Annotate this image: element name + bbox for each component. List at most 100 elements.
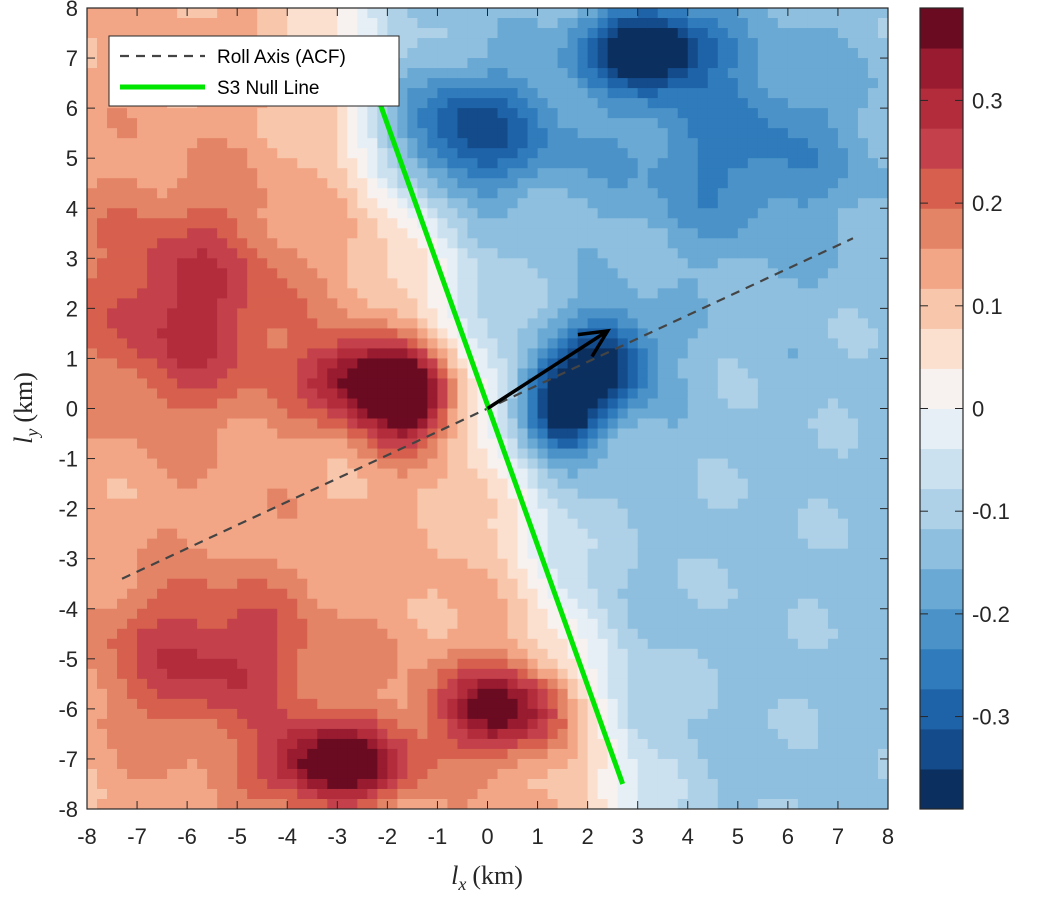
heat-cell (137, 188, 148, 199)
heat-cell (507, 368, 519, 380)
heat-cell (427, 408, 439, 420)
heat-cell (417, 48, 429, 59)
heat-cell (497, 8, 509, 19)
heat-cell (177, 418, 188, 430)
heat-cell (287, 618, 298, 630)
heat-cell (137, 358, 148, 370)
heat-cell (187, 608, 198, 620)
heat-cell (497, 458, 509, 470)
heat-cell (447, 8, 459, 19)
heat-cell (697, 168, 709, 179)
heat-cell (357, 278, 368, 289)
heat-cell (627, 208, 639, 219)
heat-cell (607, 428, 619, 440)
heat-cell (367, 128, 378, 139)
heat-cell (567, 788, 579, 800)
heat-cell (677, 478, 689, 490)
heat-cell (397, 618, 408, 630)
heat-cell (467, 28, 479, 39)
heat-cell (147, 258, 158, 269)
heat-cell (687, 58, 699, 69)
heat-cell (567, 518, 579, 530)
heat-cell (87, 548, 98, 560)
heat-cell (487, 558, 499, 570)
heat-cell (657, 208, 669, 219)
heat-cell (117, 398, 128, 410)
heat-cell (127, 588, 138, 600)
heat-cell (567, 108, 579, 119)
heat-cell (107, 578, 118, 590)
heat-cell (377, 298, 388, 309)
heat-cell (517, 438, 529, 450)
heat-cell (357, 568, 368, 580)
heat-cell (227, 608, 238, 620)
heat-cell (177, 28, 188, 39)
heat-cell (417, 238, 429, 249)
heat-cell (277, 8, 288, 19)
heat-cell (347, 478, 358, 490)
heat-cell (407, 268, 419, 279)
heat-cell (587, 68, 599, 79)
heat-cell (597, 268, 609, 279)
heat-cell (697, 438, 709, 450)
heat-cell (447, 178, 459, 189)
heat-cell (577, 388, 589, 400)
heat-cell (527, 608, 539, 620)
heat-cell (457, 338, 469, 350)
heat-cell (507, 98, 519, 109)
heat-cell (117, 238, 128, 249)
heat-cell (227, 428, 238, 440)
heat-cell (407, 558, 419, 570)
heat-cell (687, 278, 699, 289)
heat-cell (577, 708, 589, 720)
heat-cell (307, 528, 318, 540)
heat-cell (487, 378, 499, 390)
heat-cell (547, 698, 559, 710)
heat-cell (87, 528, 98, 540)
heat-cell (307, 188, 318, 199)
heat-cell (687, 178, 699, 189)
heat-cell (527, 238, 539, 249)
heat-cell (417, 428, 429, 440)
heat-cell (577, 748, 589, 760)
heat-cell (627, 178, 639, 189)
heat-cell (507, 518, 519, 530)
heat-cell (577, 718, 589, 730)
heat-cell (107, 748, 118, 760)
heat-cell (387, 588, 398, 600)
heat-cell (277, 538, 288, 550)
heat-cell (527, 18, 539, 29)
heat-cell (507, 478, 519, 490)
heat-cell (417, 278, 429, 289)
heat-cell (697, 238, 709, 249)
heat-cell (297, 598, 308, 610)
heat-cell (607, 238, 619, 249)
heat-cell (577, 588, 589, 600)
heat-cell (157, 718, 168, 730)
heat-cell (497, 488, 509, 500)
heat-cell (227, 228, 238, 239)
heat-cell (477, 598, 489, 610)
heat-cell (497, 568, 509, 580)
heat-cell (397, 368, 408, 380)
heat-cell (627, 88, 639, 99)
heat-cell (447, 698, 459, 710)
heat-cell (367, 678, 378, 690)
heat-cell (677, 448, 689, 460)
heat-cell (607, 778, 619, 790)
heat-cell (527, 368, 539, 380)
heat-cell (537, 298, 549, 309)
heat-cell (147, 348, 158, 360)
heat-cell (297, 178, 308, 189)
heat-cell (97, 528, 108, 540)
heat-cell (687, 8, 699, 19)
heat-cell (437, 598, 449, 610)
heat-cell (697, 128, 709, 139)
heat-cell (237, 718, 248, 730)
heat-cell (657, 358, 669, 370)
heat-cell (397, 358, 408, 370)
heat-cell (347, 148, 358, 159)
heat-cell (137, 208, 148, 219)
heat-cell (317, 268, 328, 279)
heat-cell (497, 128, 509, 139)
